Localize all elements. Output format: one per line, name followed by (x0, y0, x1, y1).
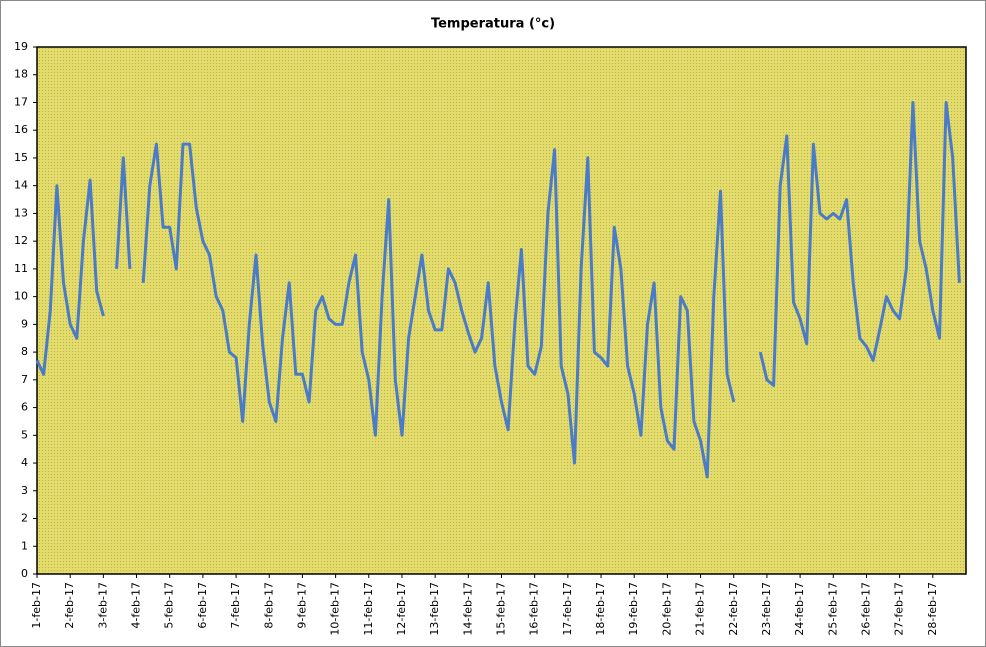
x-tick-label: 17-feb-17 (561, 582, 574, 636)
y-tick-label: 8 (21, 345, 28, 358)
y-tick-label: 14 (14, 179, 28, 192)
y-tick-label: 6 (21, 401, 28, 414)
x-tick-label: 15-feb-17 (495, 582, 508, 636)
x-tick-label: 20-feb-17 (660, 582, 673, 636)
y-tick-label: 12 (14, 234, 28, 247)
x-tick-label: 2-feb-17 (63, 582, 76, 629)
y-tick-label: 17 (14, 95, 28, 108)
y-tick-label: 18 (14, 68, 28, 81)
x-tick-label: 9-feb-17 (295, 582, 308, 629)
y-tick-label: 3 (21, 484, 28, 497)
y-tick-label: 15 (14, 151, 28, 164)
x-tick-label: 25-feb-17 (826, 582, 839, 636)
x-tick-label: 14-feb-17 (461, 582, 474, 636)
x-tick-label: 12-feb-17 (395, 582, 408, 636)
y-tick-label: 5 (21, 428, 28, 441)
y-tick-label: 1 (21, 539, 28, 552)
x-tick-label: 16-feb-17 (528, 582, 541, 636)
x-tick-label: 1-feb-17 (30, 582, 43, 629)
x-tick-label: 4-feb-17 (130, 582, 143, 629)
y-tick-label: 4 (21, 456, 28, 469)
y-tick-label: 7 (21, 373, 28, 386)
chart-title: Temperatura (°c) (431, 17, 555, 32)
x-tick-label: 22-feb-17 (727, 582, 740, 636)
y-tick-label: 2 (21, 512, 28, 525)
y-tick-label: 11 (14, 262, 28, 275)
x-tick-label: 21-feb-17 (694, 582, 707, 636)
x-tick-label: 18-feb-17 (594, 582, 607, 636)
x-tick-label: 3-feb-17 (96, 582, 109, 629)
y-tick-label: 19 (14, 40, 28, 53)
x-tick-label: 28-feb-17 (926, 582, 939, 636)
x-tick-label: 24-feb-17 (793, 582, 806, 636)
x-tick-label: 5-feb-17 (163, 582, 176, 629)
x-tick-label: 11-feb-17 (362, 582, 375, 636)
x-tick-label: 13-feb-17 (428, 582, 441, 636)
x-tick-label: 6-feb-17 (196, 582, 209, 629)
x-tick-label: 19-feb-17 (627, 582, 640, 636)
y-tick-label: 10 (14, 290, 28, 303)
temperature-line (35, 101, 961, 479)
y-tick-label: 9 (21, 317, 28, 330)
x-tick-label: 10-feb-17 (329, 582, 342, 636)
x-tick-label: 27-feb-17 (893, 582, 906, 636)
x-tick-label: 23-feb-17 (760, 582, 773, 636)
plot-area (36, 46, 967, 575)
x-tick-label: 8-feb-17 (262, 582, 275, 629)
x-tick-label: 26-feb-17 (859, 582, 872, 636)
y-tick-label: 13 (14, 206, 28, 219)
y-tick-label: 16 (14, 123, 28, 136)
y-tick-label: 0 (21, 567, 28, 580)
x-tick-label: 7-feb-17 (229, 582, 242, 629)
